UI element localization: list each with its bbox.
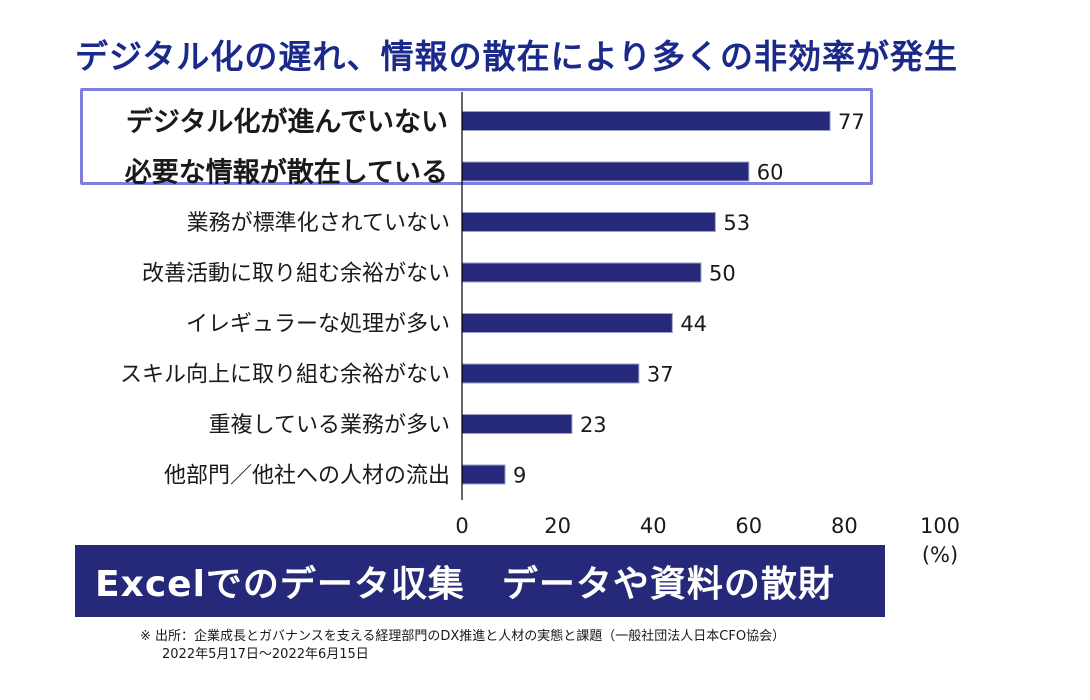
x-tick-label: 20 <box>544 514 571 538</box>
x-tick-label: 100 <box>920 514 960 538</box>
source-footnote: ※ 出所：企業成長とガバナンスを支える経理部門のDX推進と人材の実態と課題（一般… <box>140 628 940 664</box>
value-label: 23 <box>580 413 607 437</box>
category-label: デジタル化が進んでいない <box>126 106 448 138</box>
category-label: 重複している業務が多い <box>209 413 450 438</box>
x-tick-label: 40 <box>640 514 667 538</box>
bar <box>461 111 831 131</box>
footnote-source-line: ※ 出所：企業成長とガバナンスを支える経理部門のDX推進と人材の実態と課題（一般… <box>140 629 786 644</box>
value-label: 37 <box>647 363 674 387</box>
footnote-date-line: 2022年5月17日～2022年6月15日 <box>162 647 369 662</box>
value-label: 44 <box>680 312 707 336</box>
category-label: 必要な情報が散在している <box>125 157 448 189</box>
bar <box>461 363 640 384</box>
category-label: スキル向上に取り組む余裕がない <box>120 363 450 388</box>
x-axis-unit-label: (%) <box>922 543 958 567</box>
chart-title: デジタル化の遅れ、情報の散在により多くの非効率が発生 <box>75 37 959 76</box>
bar <box>461 212 716 232</box>
bars-group <box>461 111 831 485</box>
x-axis-ticks-group: 0 20 40 60 80 100 <box>455 514 960 538</box>
bar <box>461 414 573 434</box>
bar <box>461 313 673 333</box>
summary-banner: Excelでのデータ収集 データや資料の散財 <box>75 545 885 617</box>
category-label: 業務が標準化されていない <box>187 211 450 236</box>
x-tick-label: 60 <box>735 514 762 538</box>
value-label: 77 <box>838 110 865 134</box>
value-label: 50 <box>709 262 736 286</box>
value-label: 53 <box>723 211 750 235</box>
x-tick-label: 80 <box>831 514 858 538</box>
value-labels-group: 77 60 53 50 44 37 23 9 <box>513 110 865 488</box>
bar <box>461 262 702 283</box>
x-tick-label: 0 <box>455 514 468 538</box>
value-label: 60 <box>757 161 784 185</box>
highlight-box <box>80 88 873 185</box>
bar <box>461 161 750 182</box>
category-label: 改善活動に取り組む余裕がない <box>142 262 450 287</box>
bar <box>461 464 506 485</box>
category-label: 他部門／他社への人材の流出 <box>164 464 450 489</box>
value-label: 9 <box>513 464 526 488</box>
category-label: イレギュラーな処理が多い <box>186 312 450 337</box>
category-labels-group: デジタル化が進んでいない必要な情報が散在している業務が標準化されていない改善活動… <box>120 106 450 489</box>
